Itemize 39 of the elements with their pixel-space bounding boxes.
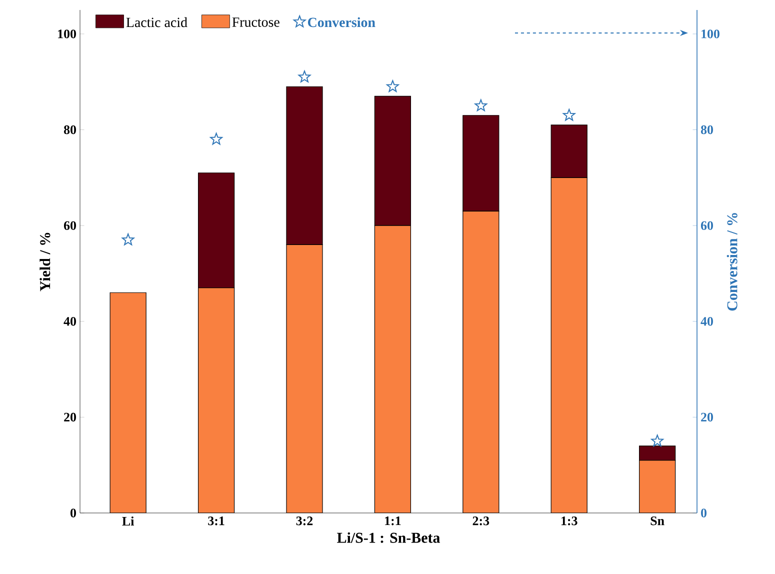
bar [286, 244, 322, 513]
point [122, 233, 134, 246]
y-axis-title: Yield / % [40, 232, 50, 292]
x-tick-label: Sn [650, 516, 664, 526]
point [210, 132, 222, 145]
x-tick-label: 3:1 [208, 516, 224, 526]
bar [462, 211, 499, 513]
y-tick-label: 40 [64, 317, 76, 326]
y2-tick-label: 0 [701, 508, 707, 518]
y-tick-label: 60 [64, 221, 76, 230]
legend-label: Lactic acid [126, 17, 188, 28]
x-tick-label: 1:1 [385, 516, 401, 526]
legend-label: Conversion [308, 17, 376, 28]
bar [374, 226, 411, 513]
x-tick-label: Li [122, 516, 134, 526]
y2-tick-label: 40 [700, 317, 713, 326]
y2-tick-label: 80 [700, 125, 713, 134]
bar [639, 460, 676, 513]
y-tick-label: 0 [70, 508, 76, 518]
y-tick-label: 100 [58, 30, 76, 38]
bar [110, 292, 146, 513]
y-tick-label: 80 [64, 125, 76, 134]
y2-tick-label: 20 [701, 412, 713, 422]
legend-label: Fructose [232, 18, 280, 27]
point [474, 99, 488, 112]
point [298, 70, 311, 82]
y2-axis-title: Conversion / % [726, 213, 738, 311]
point [386, 80, 399, 92]
x-axis-title: Li/S-1 : Sn-Beta [337, 532, 440, 543]
bar [198, 288, 234, 513]
y2-tick-label: 60 [700, 221, 713, 230]
x-tick-label: 3:2 [296, 516, 313, 526]
bar [551, 178, 588, 513]
point [651, 434, 664, 446]
y-tick-label: 20 [64, 412, 76, 422]
x-tick-label: 1:3 [562, 516, 578, 526]
point [562, 108, 576, 121]
y2-tick-label: 100 [702, 30, 720, 38]
x-tick-label: 2:3 [472, 516, 490, 526]
